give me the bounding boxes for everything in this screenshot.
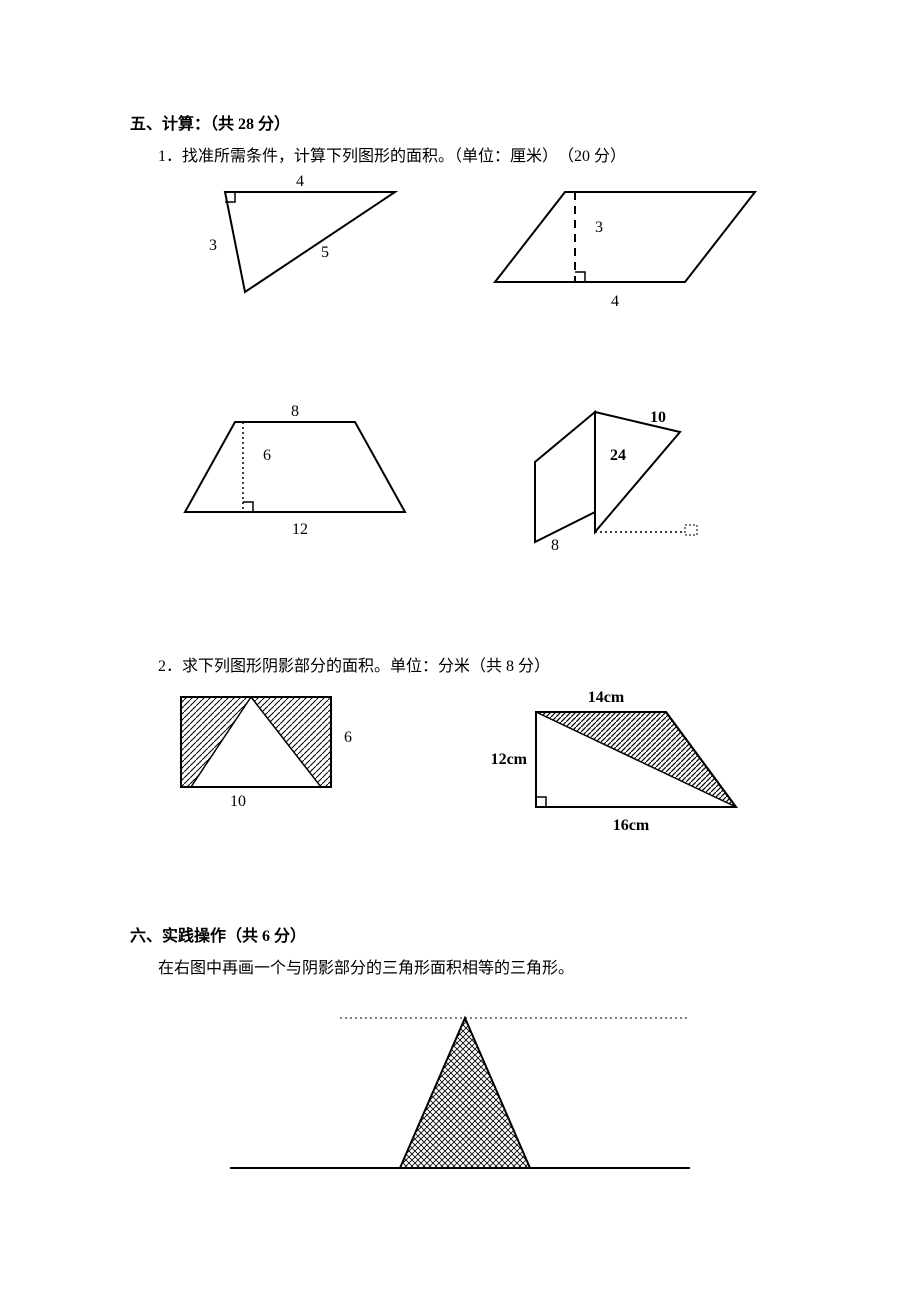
triangle-label-hyp: 5 [321,244,329,261]
trapezoid-label-height: 6 [263,447,271,464]
figure-parallelogram: 3 4 [480,172,790,322]
section-5-q2-prompt: 2．求下列图形阴影部分的面积。单位：分米（共 8 分） [158,652,790,676]
figure-row-4 [130,998,790,1188]
section-5-heading: 五、计算：（共 28 分） [130,110,790,134]
parallelogram-label-height: 3 [595,219,603,236]
trapezoid-label-bottom: 12 [292,521,308,538]
triangle-label-top: 4 [296,173,304,190]
section-5-q1-prompt: 1．找准所需条件，计算下列图形的面积。（单位：厘米） （20 分） [158,142,790,166]
figure-composite: 10 24 8 [480,402,790,572]
section-6-heading: 六、实践操作（共 6 分） [130,922,790,946]
figure-triangle: 4 3 5 [150,172,440,312]
shaded-rect-h: 6 [344,729,352,746]
figure-row-1: 4 3 5 3 4 [150,172,790,322]
composite-label-10: 10 [650,409,666,426]
section-6-prompt: 在右图中再画一个与阴影部分的三角形面积相等的三角形。 [158,954,790,978]
figure-shaded-trap: 14cm 12cm 16cm [473,682,790,852]
shaded-rect-w: 10 [230,793,246,810]
trapezoid-label-top: 8 [291,403,299,420]
shaded-trap-left: 12cm [491,751,528,768]
shaded-trap-bottom: 16cm [613,817,650,834]
figure-trapezoid: 8 6 12 [150,402,440,552]
composite-label-8: 8 [551,537,559,554]
parallelogram-label-base: 4 [611,293,619,310]
figure-row-3: 6 10 14cm 12c [150,682,790,852]
figure-row-2: 8 6 12 10 24 8 [150,402,790,572]
composite-label-24: 24 [610,447,626,464]
shaded-trap-top: 14cm [588,689,625,706]
triangle-label-left: 3 [209,237,217,254]
figure-shaded-rect: 6 10 [150,682,393,822]
figure-triangle-parallels [220,998,700,1188]
